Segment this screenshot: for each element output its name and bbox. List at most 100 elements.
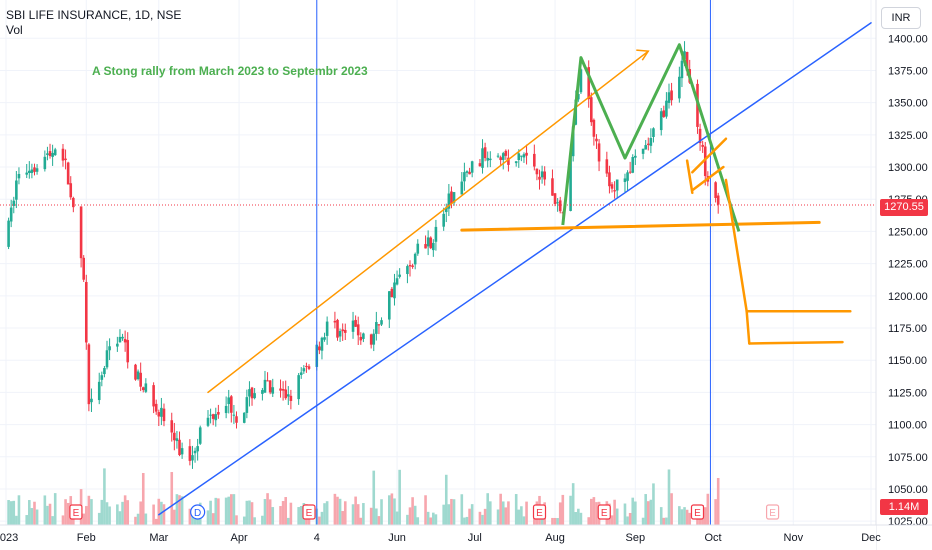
volume-bar	[408, 507, 412, 525]
candle-body	[30, 169, 34, 174]
candle-body	[162, 408, 166, 422]
volume-bar	[649, 499, 653, 525]
time-tick-label: Sep	[626, 532, 646, 544]
volume-bar	[193, 518, 197, 525]
candle-body	[103, 368, 106, 375]
volume-bar	[362, 503, 365, 525]
volume-bar	[387, 495, 391, 525]
volume-bar	[678, 506, 681, 525]
candle-body	[48, 151, 52, 157]
volume-bar	[463, 517, 466, 525]
candle-body	[538, 176, 541, 180]
price-tick-label: 1075.00	[888, 452, 928, 464]
volume-bar	[470, 504, 474, 525]
candle-body	[341, 329, 344, 332]
currency-button[interactable]: INR	[881, 7, 921, 29]
candle-body	[126, 340, 130, 363]
candle-body	[579, 69, 583, 93]
candle-body	[232, 414, 236, 416]
flag-pole	[685, 159, 694, 195]
time-tick-label: 4	[314, 532, 320, 544]
volume-bar	[703, 507, 707, 525]
volume-bar	[592, 497, 596, 525]
volume-bar	[662, 517, 666, 525]
candle-body	[483, 147, 487, 159]
volume-bar	[196, 514, 199, 525]
volume-bar	[522, 516, 526, 525]
volume-bar	[144, 513, 148, 525]
candle-body	[359, 336, 363, 341]
volume-bar	[411, 497, 414, 525]
time-tick-label: Dec	[861, 532, 881, 544]
symbol-title[interactable]: SBI LIFE INSURANCE, 1D, NSE	[6, 8, 182, 22]
volume-bar	[336, 496, 339, 525]
candle-body	[9, 207, 13, 222]
volume-bar	[299, 506, 303, 525]
volume-bar	[72, 518, 75, 525]
volume-bar	[444, 474, 448, 525]
candle-body	[450, 191, 453, 204]
price-axis[interactable]: 1025.00 1050.00 1075.00 1100.00 1125.00 1150.…	[875, 0, 932, 550]
time-tick-label: Nov	[784, 532, 804, 544]
volume-bar	[116, 504, 119, 525]
candle-body	[235, 416, 238, 423]
candle-body	[351, 320, 355, 332]
volume-bar	[188, 508, 192, 525]
volume-bar	[517, 509, 521, 525]
candle-body	[343, 329, 347, 333]
volume-bar	[634, 501, 637, 525]
volume-bar	[499, 493, 502, 525]
volume-bar	[25, 515, 29, 525]
volume-bar	[623, 503, 627, 525]
price-tick-label: 1200.00	[888, 291, 928, 303]
volume-bar	[424, 495, 427, 525]
volume-bar	[235, 515, 238, 525]
price-tick-label: 1400.00	[888, 33, 928, 45]
earnings-marker	[597, 504, 611, 520]
volume-indicator-label[interactable]: Vol	[6, 23, 23, 37]
volume-bar	[323, 503, 326, 525]
candle-body	[387, 291, 391, 320]
volume-bar	[429, 517, 433, 525]
candle-body	[377, 324, 381, 326]
candle-body	[152, 385, 155, 407]
candle-body	[336, 319, 339, 338]
candle-body	[170, 420, 174, 433]
volume-bar	[154, 518, 158, 525]
time-axis[interactable]: 2023 Feb Mar Apr 4 Jun Jul Aug Sep Oct Nov Dec	[0, 524, 932, 550]
candle-body	[175, 438, 179, 442]
candle-body	[556, 202, 559, 204]
volume-bar	[377, 516, 381, 525]
candle-body	[375, 322, 378, 334]
candle-body	[245, 397, 249, 413]
earnings-marker-label: E	[73, 508, 80, 519]
candle-body	[540, 171, 544, 178]
volume-bar	[577, 508, 580, 525]
volume-bars	[7, 468, 720, 525]
volume-bar	[261, 515, 264, 525]
candle-body	[144, 383, 148, 392]
candle-body	[25, 172, 29, 175]
candle-body	[592, 119, 596, 137]
candle-body	[139, 372, 142, 387]
candle-body	[499, 157, 502, 161]
volume-bar	[12, 500, 16, 525]
gridlines	[0, 0, 876, 525]
candle-body	[188, 446, 192, 461]
candle-body	[12, 200, 16, 206]
projection-drop-2	[745, 310, 751, 345]
flag-upper-line	[691, 137, 728, 174]
price-tick-label: 1225.00	[888, 259, 928, 271]
volume-bar	[343, 501, 347, 525]
price-tick-label: 1125.00	[888, 387, 927, 399]
candle-body	[72, 197, 75, 208]
volume-bar	[447, 504, 451, 525]
candle-body	[369, 334, 373, 345]
volume-bar	[289, 502, 293, 525]
volume-bar	[540, 517, 544, 525]
candle-body	[634, 155, 637, 158]
candle-body	[97, 381, 101, 401]
price-tick-label: 1100.00	[888, 420, 927, 432]
candle-body	[701, 144, 704, 147]
